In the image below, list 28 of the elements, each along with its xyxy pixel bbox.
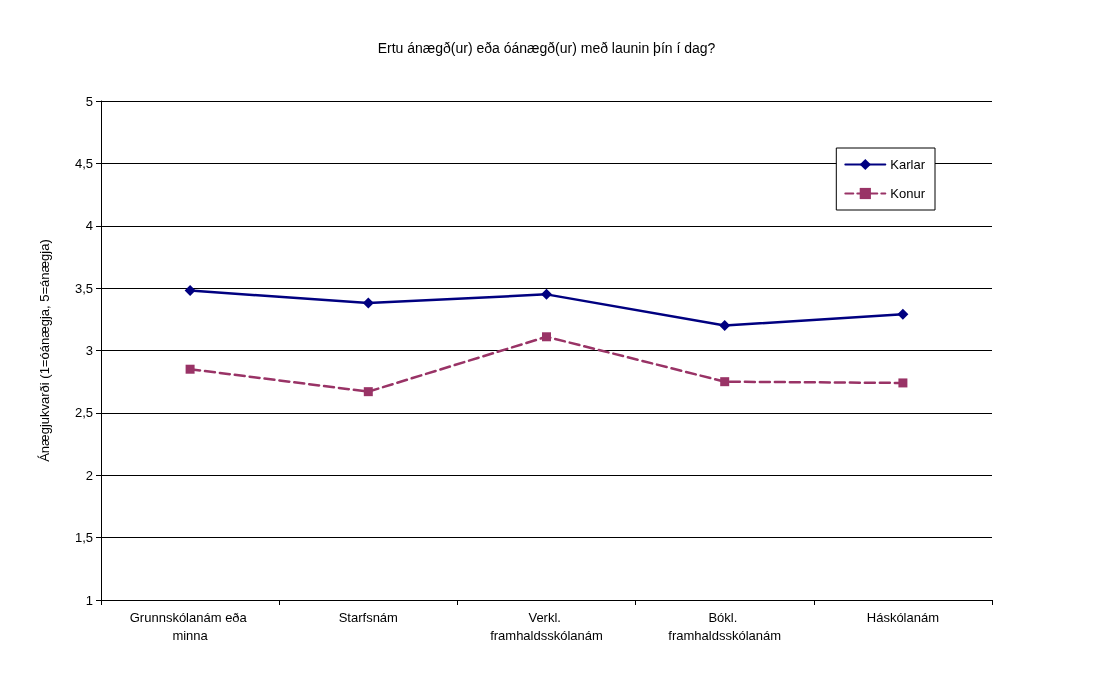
point <box>541 288 552 300</box>
y-axis-title: Ánægjukvarði (1=óánægja, 5=ánægja) <box>37 239 52 462</box>
x-tick-label: Starfsnám <box>338 609 398 625</box>
point <box>185 364 195 374</box>
y-tick-label: 4,5 <box>74 155 93 171</box>
y-tick-label: 2,5 <box>74 405 93 421</box>
y-tick-label: 4 <box>85 218 93 234</box>
point <box>363 387 373 397</box>
point <box>897 308 909 320</box>
x-tick-label: Háskólanám <box>866 609 940 625</box>
x-tick-label: Verkl. framhaldsskólanám <box>490 609 603 643</box>
point <box>719 320 731 332</box>
point <box>362 297 374 309</box>
point <box>184 285 196 297</box>
y-tick-label: 1,5 <box>74 530 93 546</box>
legend-label: Karlar <box>890 157 926 172</box>
y-tick-label: 5 <box>85 93 93 109</box>
point <box>542 332 551 342</box>
x-tick-label: Bókl. framhaldsskólanám <box>668 609 782 643</box>
point <box>898 378 908 388</box>
y-tick-label: 2 <box>85 467 93 483</box>
point <box>720 377 730 387</box>
x-tick-label: Grunnskólanám eða minna <box>129 609 251 643</box>
chart-title: Ertu ánægð(ur) eða óánægð(ur) með launin þín í dag? <box>377 40 716 56</box>
y-tick-label: 3,5 <box>74 280 93 296</box>
y-tick-label: 3 <box>85 343 93 358</box>
legend-label: Konur <box>890 186 926 201</box>
y-tick-label: 1 <box>85 592 93 608</box>
